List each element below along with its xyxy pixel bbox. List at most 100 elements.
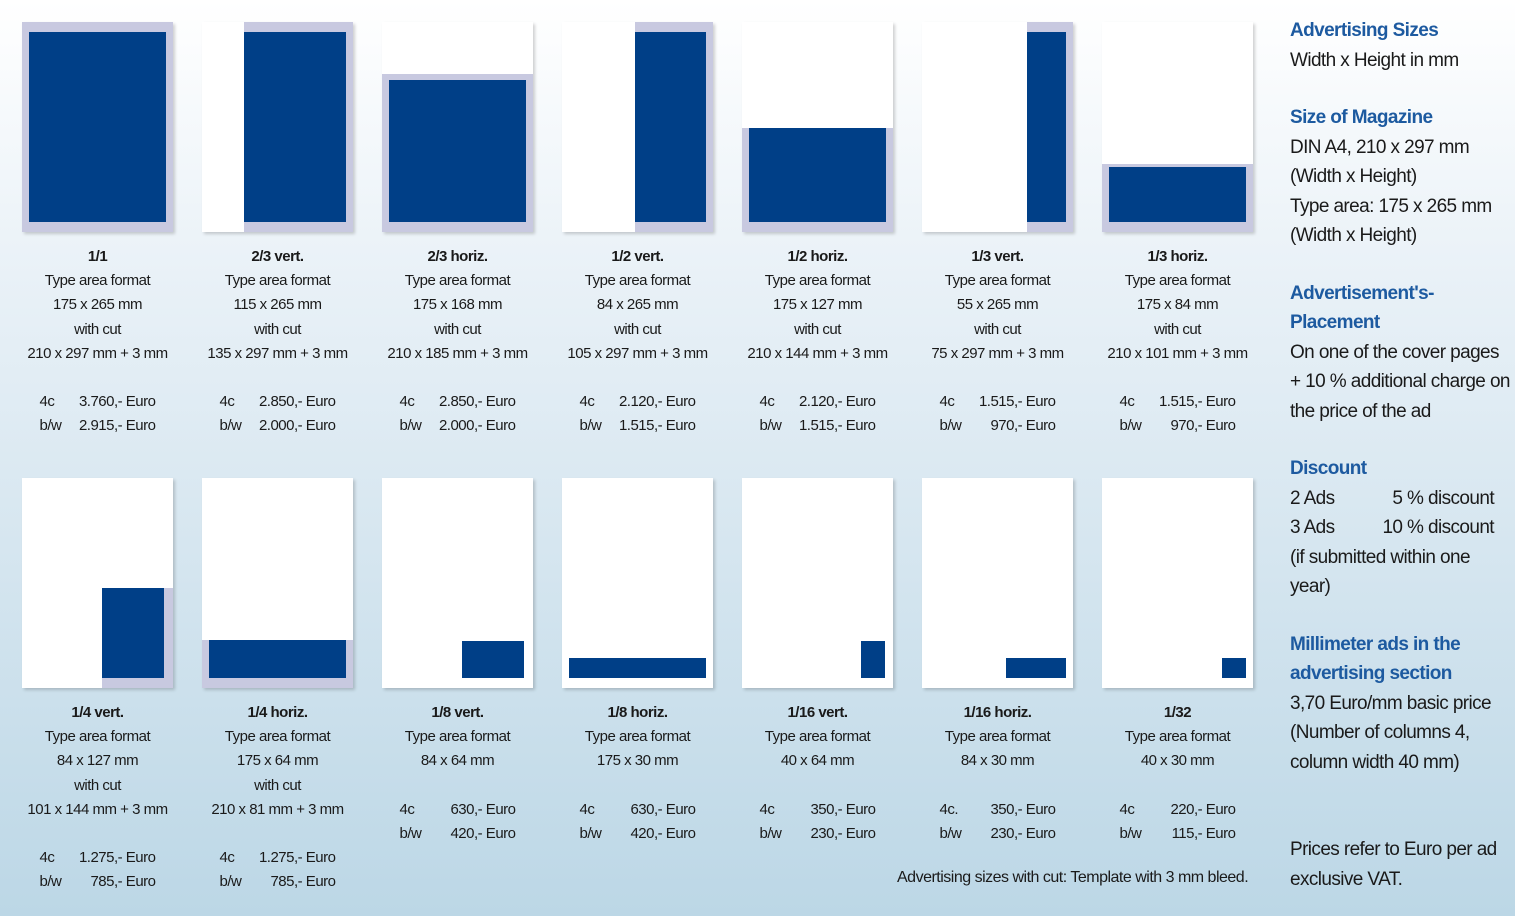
ad-format-spec: Type area format [1124, 272, 1231, 290]
price-value: 220,- Euro [1170, 800, 1236, 818]
price-row: b/w 1.515,- Euro [720, 414, 915, 438]
price-row: b/w 230,- Euro [900, 822, 1095, 846]
price-value: 3.760,- Euro [78, 393, 156, 411]
price-row: 4c 630,- Euro [540, 798, 735, 822]
price-value: 2.120,- Euro [618, 393, 696, 411]
price-color-mode: 4c [939, 393, 955, 411]
price-value: 230,- Euro [810, 824, 876, 842]
page-thumbnail [1102, 478, 1253, 688]
price-color-mode: 4c [1119, 393, 1135, 411]
ad-format-title: 2/3 horiz. [427, 248, 488, 265]
prices-note-line: exclusive VAT. [1290, 869, 1403, 890]
bleed-footnote: Advertising sizes with cut: Template wit… [897, 869, 1249, 886]
price-row: 4c. 350,- Euro [900, 798, 1095, 822]
ad-format-spec: with cut [794, 320, 841, 338]
ad-format-title: 1/2 vert. [611, 248, 664, 265]
ad-format-spec: with cut [614, 320, 661, 338]
price-value: 420,- Euro [450, 824, 516, 842]
price-row: b/w 785,- Euro [0, 870, 195, 894]
ad-format-caption: 1/16 vert. Type area format 40 x 64 mm 4c 35… [720, 701, 915, 846]
price-color-mode: b/w [939, 824, 962, 842]
price-color-mode: 4c [39, 393, 55, 411]
magazine-size-heading: Size of Magazine [1290, 107, 1433, 128]
ad-area [389, 80, 526, 222]
ad-format-spec: Type area format [44, 728, 151, 746]
ad-format-spec: 175 x 168 mm [412, 296, 503, 314]
page-thumbnail [1102, 22, 1253, 232]
ad-format-spec: Type area format [944, 728, 1051, 746]
price-row: 4c 220,- Euro [1080, 798, 1275, 822]
page-thumbnail [22, 22, 173, 232]
price-row: b/w 2.915,- Euro [0, 414, 195, 438]
ad-format-spec: Type area format [764, 728, 871, 746]
price-row: 4c 1.515,- Euro [1080, 390, 1275, 414]
page-thumbnail [562, 22, 713, 232]
ad-format-spec: with cut [74, 776, 121, 794]
ad-format-title: 1/4 horiz. [247, 704, 308, 721]
ad-format-spec: Type area format [404, 272, 511, 290]
price-value: 785,- Euro [270, 873, 336, 891]
ad-format-spec: 210 x 101 mm + 3 mm [1107, 344, 1248, 362]
ad-format-spec: 210 x 185 mm + 3 mm [387, 344, 528, 362]
millimeter-heading: Millimeter ads in the [1290, 633, 1461, 655]
millimeter-line: (Number of columns 4, [1290, 722, 1470, 743]
discount-row: 2 Ads 5 % discount [1290, 484, 1512, 514]
ad-area [462, 641, 524, 678]
magazine-size-line: (Width x Height) [1290, 225, 1417, 246]
discount-rate: 10 % discount [1382, 517, 1494, 538]
ad-format-spec: 210 x 144 mm + 3 mm [747, 344, 888, 362]
ad-format-spec: Type area format [44, 272, 151, 290]
prices-note: Prices refer to Euro per ad exclusive VA… [1290, 835, 1497, 895]
ad-format-spec: with cut [974, 320, 1021, 338]
price-row: b/w 420,- Euro [360, 822, 555, 846]
placement-line: the price of the ad [1290, 400, 1431, 422]
ad-format-spec: 101 x 144 mm + 3 mm [27, 800, 168, 818]
price-color-mode: b/w [219, 873, 242, 891]
ad-format-spec: Type area format [224, 728, 331, 746]
ad-format-spec: 84 x 127 mm [56, 752, 139, 770]
prices-note-line: Prices refer to Euro per ad [1290, 839, 1497, 860]
price-value: 630,- Euro [450, 800, 516, 818]
ad-format-spec: 40 x 64 mm [780, 752, 855, 770]
price-row: b/w 230,- Euro [720, 822, 915, 846]
discount-note: (if submitted within one [1290, 546, 1471, 568]
price-row: b/w 970,- Euro [1080, 414, 1275, 438]
ad-area [749, 128, 886, 222]
ad-format-spec: 175 x 64 mm [236, 752, 319, 770]
price-value: 2.915,- Euro [78, 417, 156, 435]
ad-format-title: 1/3 vert. [971, 248, 1024, 265]
price-value: 1.275,- Euro [258, 849, 336, 867]
price-color-mode: b/w [579, 417, 602, 435]
price-row: 4c 2.120,- Euro [720, 390, 915, 414]
ad-format-caption: 1/3 vert. Type area format 55 x 265 mm with… [900, 245, 1095, 439]
price-value: 1.515,- Euro [798, 417, 876, 435]
ad-format-spec: 135 x 297 mm + 3 mm [207, 344, 348, 362]
ad-format-title: 1/3 horiz. [1147, 248, 1208, 265]
price-row: 4c 2.850,- Euro [360, 390, 555, 414]
price-color-mode: b/w [939, 417, 962, 435]
ad-format-spec: 210 x 297 mm + 3 mm [27, 344, 168, 362]
ad-format-title: 1/8 horiz. [607, 704, 668, 721]
ad-format-caption: 1/3 horiz. Type area format 175 x 84 mm wit… [1080, 245, 1275, 439]
ad-format-title: 1/8 vert. [431, 704, 484, 721]
advertising-sizes-heading: Advertising Sizes [1290, 20, 1439, 41]
price-row: b/w 2.000,- Euro [360, 414, 555, 438]
price-color-mode: 4c [399, 800, 415, 818]
magazine-size-line: Type area: 175 x 265 mm [1290, 195, 1492, 217]
magazine-size-line: DIN A4, 210 x 297 mm [1290, 136, 1470, 158]
ad-format-caption: 1/2 vert. Type area format 84 x 265 mm with… [540, 245, 735, 439]
millimeter-line: 3,70 Euro/mm basic price [1290, 692, 1492, 714]
price-color-mode: 4c. [939, 800, 959, 818]
price-color-mode: b/w [219, 417, 242, 435]
ad-format-caption: 1/8 vert. Type area format 84 x 64 mm 4c 630… [360, 701, 555, 846]
ad-format-title: 1/1 [87, 248, 108, 265]
ad-area [861, 641, 885, 678]
ad-format-title: 1/16 vert. [787, 704, 848, 721]
page-thumbnail [922, 478, 1073, 688]
price-value: 2.850,- Euro [438, 393, 516, 411]
price-value: 2.000,- Euro [438, 417, 516, 435]
placement-heading: Placement [1290, 312, 1380, 333]
price-value: 115,- Euro [1171, 824, 1236, 842]
price-color-mode: 4c [579, 800, 595, 818]
price-color-mode: b/w [39, 417, 62, 435]
